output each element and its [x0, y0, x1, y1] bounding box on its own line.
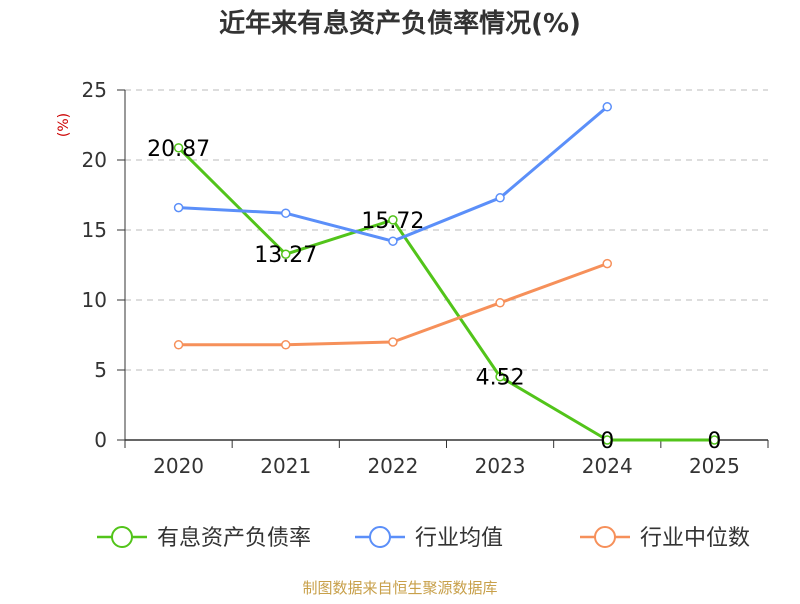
x-tick-label: 2020: [153, 454, 204, 478]
legend: 有息资产负债率 行业均值 行业中位数: [97, 526, 750, 551]
data-point: [602, 102, 612, 112]
data-point: [495, 193, 505, 203]
y-tick-label: 5: [94, 358, 107, 382]
data-point: [495, 371, 505, 382]
legend-item: 有息资产负债率: [97, 526, 311, 551]
data-point: [281, 340, 291, 350]
data-point: [602, 258, 612, 269]
data-point: [388, 337, 398, 347]
y-tick-label: 10: [82, 288, 107, 312]
data-label: 13.27: [254, 243, 317, 268]
grid-lines: [125, 89, 768, 371]
series-line: [177, 146, 715, 442]
legend-marker: [594, 526, 616, 548]
data-point: [173, 143, 184, 153]
data-point: [173, 340, 184, 350]
data-point: [281, 249, 291, 259]
data-point: [281, 208, 291, 218]
y-tick-label: 0: [94, 428, 107, 452]
data-label: 20.87: [147, 137, 210, 162]
legend-item: 行业中位数: [580, 526, 750, 551]
legend-marker: [369, 526, 391, 548]
data-point: [388, 215, 398, 225]
data-label: 0: [707, 429, 721, 454]
y-tick-label: 15: [82, 218, 107, 242]
y-axis-unit-label: (%): [56, 113, 72, 137]
legend-label: 行业中位数: [640, 526, 750, 551]
series-lines: [173, 102, 720, 445]
data-point: [388, 236, 398, 246]
data-label: 0: [600, 429, 614, 454]
data-labels: 20.87 13.27 15.72 4.52 0 0: [147, 137, 721, 454]
y-tick-label: 25: [82, 78, 107, 102]
legend-marker: [111, 526, 133, 548]
x-tick-label: 2022: [367, 454, 418, 478]
x-tick-label: 2023: [475, 454, 526, 478]
x-tick-label: 2024: [582, 454, 633, 478]
x-tick-label: 2021: [260, 454, 311, 478]
data-point: [173, 202, 184, 213]
legend-label: 行业均值: [415, 526, 503, 551]
data-label: 4.52: [476, 366, 525, 391]
data-source-note: 制图数据来自恒生聚源数据库: [302, 579, 497, 597]
series-line: [178, 262, 608, 347]
data-label: 15.72: [361, 209, 424, 234]
data-point: [602, 435, 612, 445]
data-point: [709, 435, 720, 445]
data-point: [495, 298, 505, 308]
y-tick-label: 20: [82, 148, 107, 172]
legend-label: 有息资产负债率: [157, 526, 311, 551]
legend-item: 行业均值: [355, 526, 503, 551]
x-tick-label: 2025: [689, 454, 740, 478]
chart-title: 近年来有息资产负债率情况(%): [219, 8, 581, 39]
